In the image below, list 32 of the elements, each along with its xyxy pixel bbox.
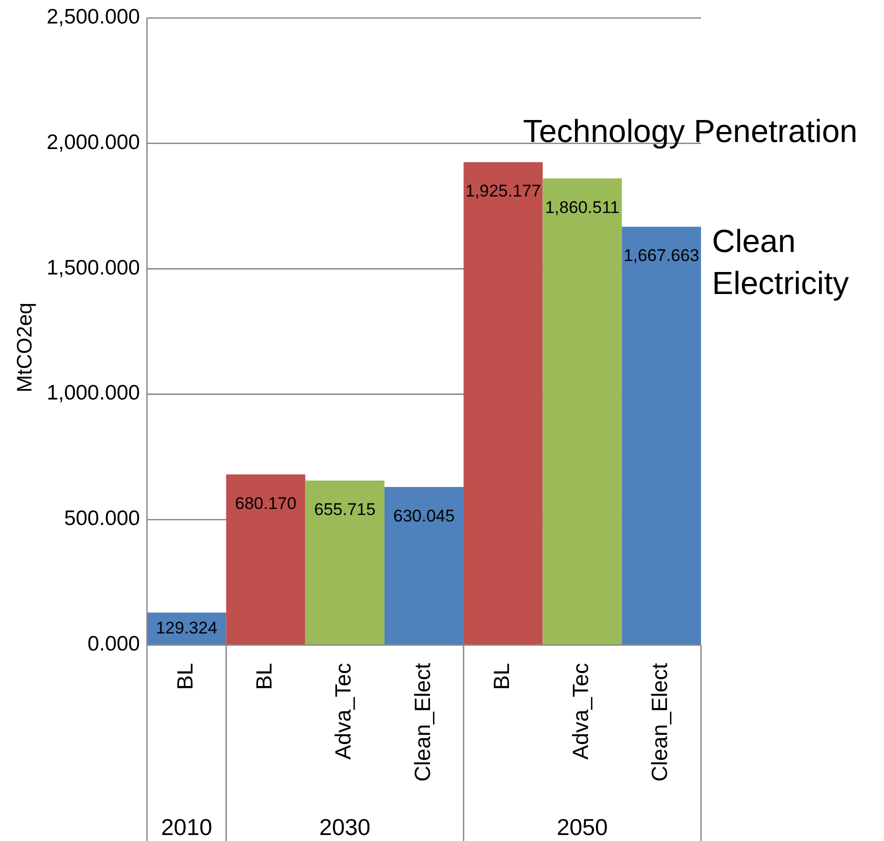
data-label: 630.045 <box>393 506 455 526</box>
y-tick-label: 1,000.000 <box>46 382 140 405</box>
bar <box>542 178 622 645</box>
bar <box>384 486 464 645</box>
data-label: 129.324 <box>156 618 218 638</box>
data-label: 1,667.663 <box>624 246 700 266</box>
text: 2050 <box>556 814 608 840</box>
x-tick-label: BL <box>172 663 198 690</box>
data-label: 1,860.511 <box>545 198 620 217</box>
y-tick-label: 2,500.000 <box>46 6 140 29</box>
x-tick-label: Adva_Tec <box>568 663 594 760</box>
x-tick-label: BL <box>488 663 514 690</box>
x-tick-label: BL <box>252 663 277 690</box>
data-label: 655.715 <box>314 500 376 520</box>
x-tick-label: Clean_Elect <box>410 663 435 782</box>
text: 2010 <box>160 814 212 840</box>
text: Clean Electricity <box>712 223 849 301</box>
bar <box>464 162 543 645</box>
y-tick-label: 2,000.000 <box>46 130 140 154</box>
y-tick-label: 1,500.000 <box>46 256 140 280</box>
bar <box>226 474 306 645</box>
bar <box>622 226 701 645</box>
y-tick-label: 0.000 <box>87 632 140 656</box>
y-axis-title: MtCO2eq <box>14 302 37 392</box>
y-tick-label: 500.000 <box>64 507 140 530</box>
x-tick-label: Adva_Tec <box>330 663 356 760</box>
bar <box>305 480 384 645</box>
text: 2030 <box>319 814 370 840</box>
data-label: 1,925.177 <box>465 182 541 201</box>
annotation: Technology Penetration <box>523 113 858 149</box>
data-label: 680.170 <box>234 494 296 513</box>
x-tick-label: Clean_Elect <box>647 663 672 782</box>
